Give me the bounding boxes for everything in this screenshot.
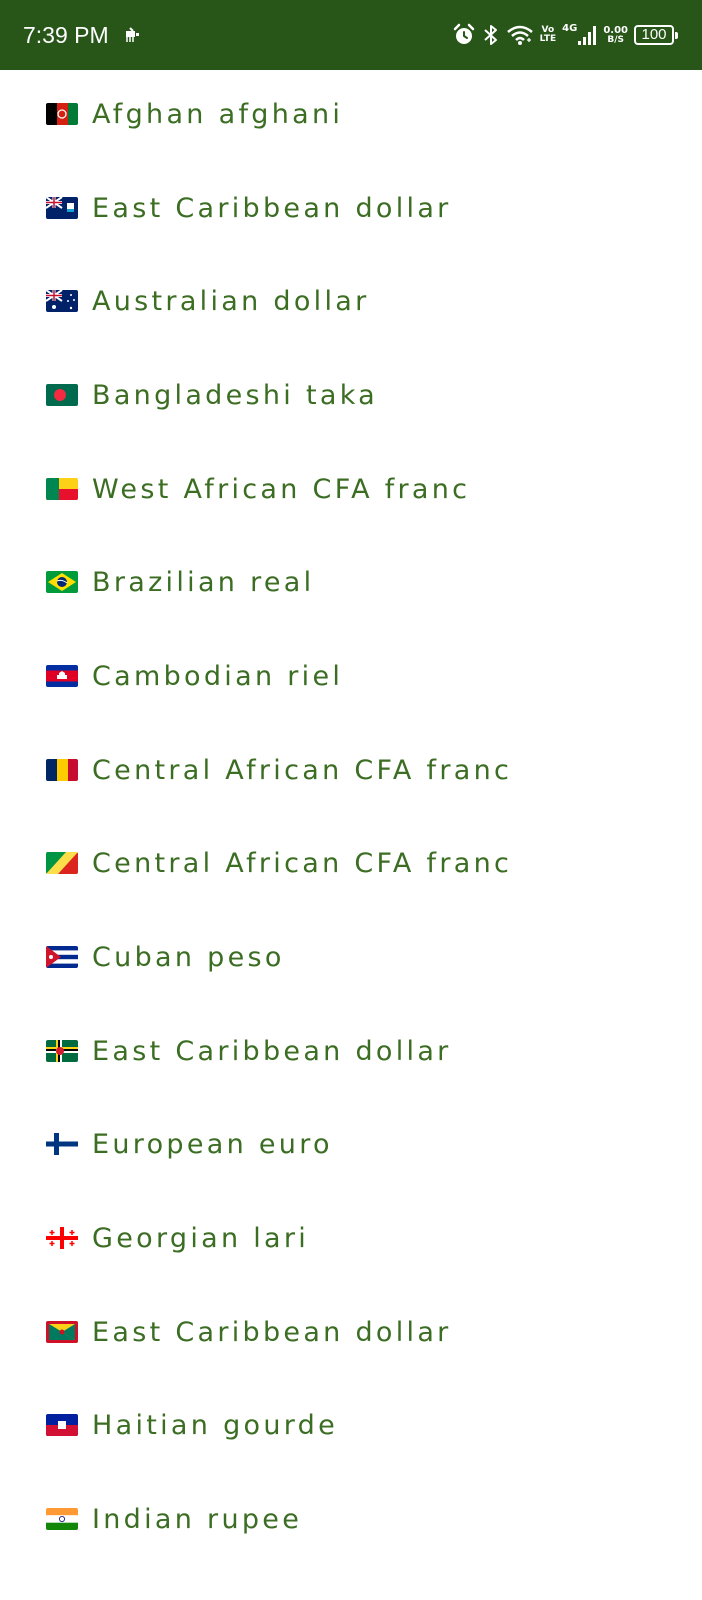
wifi-icon: [506, 25, 533, 45]
brazil-flag-icon: [46, 571, 78, 594]
currency-name: European euro: [92, 1129, 333, 1161]
haiti-flag-icon: [46, 1414, 78, 1437]
currency-list-item[interactable]: East Caribbean dollar: [0, 1288, 702, 1382]
network-type: 4G: [562, 23, 578, 34]
benin-flag-icon: [46, 477, 78, 500]
cuba-flag-icon: [46, 946, 78, 969]
currency-name: Central African CFA franc: [92, 848, 513, 880]
currency-name: Cambodian riel: [92, 660, 344, 692]
grenada-flag-icon: [46, 1320, 78, 1343]
battery-icon: 100: [634, 25, 678, 45]
currency-name: Australian dollar: [92, 286, 370, 318]
speed-value: 0.00: [603, 25, 628, 36]
currency-list-item[interactable]: Bangladeshi taka: [0, 351, 702, 445]
network-speed: 0.00 B/S: [603, 25, 628, 45]
currency-name: Central African CFA franc: [92, 754, 513, 786]
bluetooth-icon: [483, 25, 497, 45]
alarm-icon: [453, 23, 474, 44]
currency-name: Indian rupee: [92, 1504, 303, 1536]
currency-name: Cuban peso: [92, 942, 285, 974]
currency-list-item[interactable]: Georgian lari: [0, 1194, 702, 1288]
currency-list-item[interactable]: Haitian gourde: [0, 1382, 702, 1476]
currency-list-item[interactable]: Central African CFA franc: [0, 820, 702, 914]
currency-name: Haitian gourde: [92, 1410, 339, 1442]
speed-unit: B/S: [607, 35, 624, 45]
currency-name: East Caribbean dollar: [92, 1316, 452, 1348]
cellular-signal: 4G: [562, 24, 597, 46]
currency-name: Georgian lari: [92, 1223, 310, 1255]
currency-name: East Caribbean dollar: [92, 192, 452, 224]
currency-list-item[interactable]: European euro: [0, 1101, 702, 1195]
volte-bottom: LTE: [539, 34, 557, 44]
currency-list-item[interactable]: Indian rupee: [0, 1475, 702, 1569]
currency-list-item[interactable]: Afghan afghani: [0, 70, 702, 164]
afghanistan-flag-icon: [46, 102, 78, 125]
currency-list-item[interactable]: Central African CFA franc: [0, 726, 702, 820]
notification-app-icon: [126, 27, 139, 42]
volte-indicator: Vo LTE: [540, 26, 557, 44]
currency-name: Brazilian real: [92, 567, 315, 599]
currency-list-item[interactable]: East Caribbean dollar: [0, 1007, 702, 1101]
bangladesh-flag-icon: [46, 383, 78, 406]
anguilla-flag-icon: [46, 196, 78, 219]
status-icons: Vo LTE 4G 0.00 B/S 100: [452, 20, 678, 50]
georgia-flag-icon: [46, 1227, 78, 1250]
currency-list: Afghan afghani East Caribbean dollar Austr…: [0, 70, 702, 1569]
india-flag-icon: [46, 1508, 78, 1531]
signal-icon: [578, 26, 597, 45]
status-bar: 7:39 PM Vo LTE 4G: [0, 0, 702, 70]
currency-name: East Caribbean dollar: [92, 1035, 452, 1067]
currency-name: Bangladeshi taka: [92, 379, 379, 411]
currency-list-item[interactable]: Australian dollar: [0, 257, 702, 351]
currency-list-item[interactable]: East Caribbean dollar: [0, 164, 702, 258]
volte-top: Vo: [541, 25, 555, 35]
cambodia-flag-icon: [46, 664, 78, 687]
currency-list-item[interactable]: Cambodian riel: [0, 632, 702, 726]
currency-list-item[interactable]: West African CFA franc: [0, 445, 702, 539]
chad-flag-icon: [46, 758, 78, 781]
currency-name: Afghan afghani: [92, 98, 344, 130]
status-time: 7:39 PM: [23, 22, 109, 48]
battery-level: 100: [641, 26, 667, 43]
congo-flag-icon: [46, 852, 78, 875]
australia-flag-icon: [46, 290, 78, 313]
currency-list-item[interactable]: Brazilian real: [0, 538, 702, 632]
currency-list-item[interactable]: Cuban peso: [0, 913, 702, 1007]
finland-flag-icon: [46, 1133, 78, 1156]
dominica-flag-icon: [46, 1039, 78, 1062]
currency-name: West African CFA franc: [92, 473, 471, 505]
